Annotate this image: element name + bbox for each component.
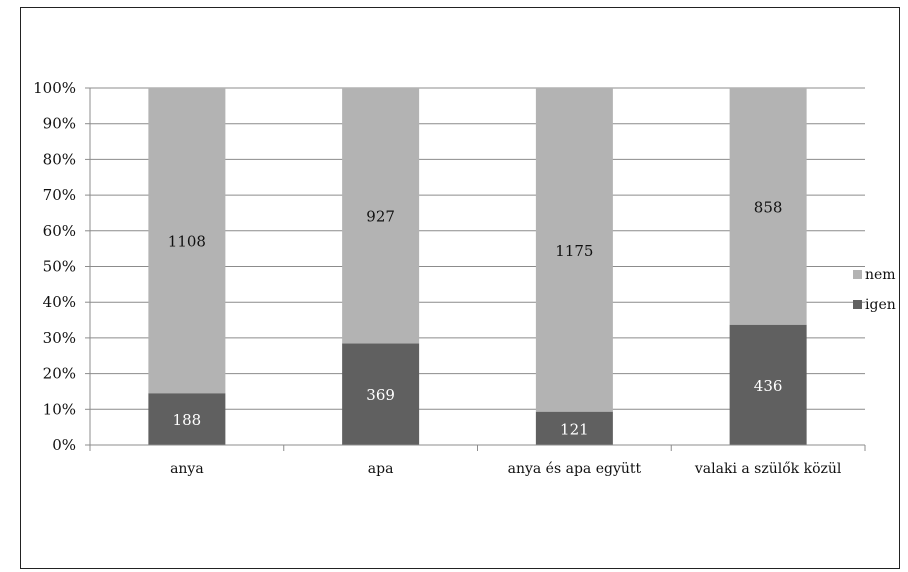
data-label-nem: 927 bbox=[366, 208, 395, 226]
data-label-nem: 1108 bbox=[168, 233, 206, 251]
bar-segment-igen bbox=[535, 411, 613, 445]
x-axis-labels: anya apa anya és apa együtt valaki a szülők… bbox=[170, 461, 842, 477]
bar-segment-nem bbox=[148, 88, 226, 394]
y-tick-label: 0% bbox=[52, 436, 76, 454]
x-category-label: valaki a szülők közül bbox=[694, 461, 842, 477]
y-tick-label: 50% bbox=[43, 258, 76, 276]
data-label-igen: 188 bbox=[173, 411, 202, 429]
y-tick-label: 90% bbox=[43, 115, 76, 133]
data-label-igen: 121 bbox=[560, 420, 589, 438]
bar-segment-nem bbox=[535, 88, 613, 412]
legend-label-igen: igen bbox=[865, 297, 896, 313]
bars bbox=[148, 88, 807, 445]
legend-label-nem: nem bbox=[865, 267, 896, 283]
bar-segment-nem bbox=[729, 88, 807, 325]
legend-swatch-nem bbox=[853, 270, 862, 279]
data-label-nem: 1175 bbox=[555, 242, 593, 260]
y-tick-label: 100% bbox=[33, 79, 76, 97]
y-tick-label: 10% bbox=[43, 400, 76, 418]
x-category-label: apa bbox=[368, 461, 394, 477]
y-tick-label: 40% bbox=[43, 293, 76, 311]
x-category-label: anya és apa együtt bbox=[508, 461, 642, 477]
y-tick-label: 60% bbox=[43, 222, 76, 240]
y-tick-label: 20% bbox=[43, 365, 76, 383]
bar-segment-igen bbox=[342, 343, 420, 445]
data-label-igen: 436 bbox=[754, 377, 783, 395]
y-tick-label: 30% bbox=[43, 329, 76, 347]
data-label-igen: 369 bbox=[366, 386, 395, 404]
axes bbox=[85, 87, 866, 451]
data-labels: 188 1108 369 927 121 1175 436 858 bbox=[168, 198, 783, 438]
data-label-nem: 858 bbox=[754, 198, 783, 216]
x-category-label: anya bbox=[170, 461, 204, 477]
bar-segment-igen bbox=[729, 324, 807, 445]
y-tick-label: 80% bbox=[43, 150, 76, 168]
legend: nem igen bbox=[853, 267, 896, 313]
bar-segment-igen bbox=[148, 393, 226, 445]
y-axis-ticks: 0% 10% 20% 30% 40% 50% 60% 70% 80% 90% 100% bbox=[33, 79, 76, 454]
legend-swatch-igen bbox=[853, 300, 862, 309]
bar-segment-nem bbox=[342, 88, 420, 344]
y-tick-label: 70% bbox=[43, 186, 76, 204]
